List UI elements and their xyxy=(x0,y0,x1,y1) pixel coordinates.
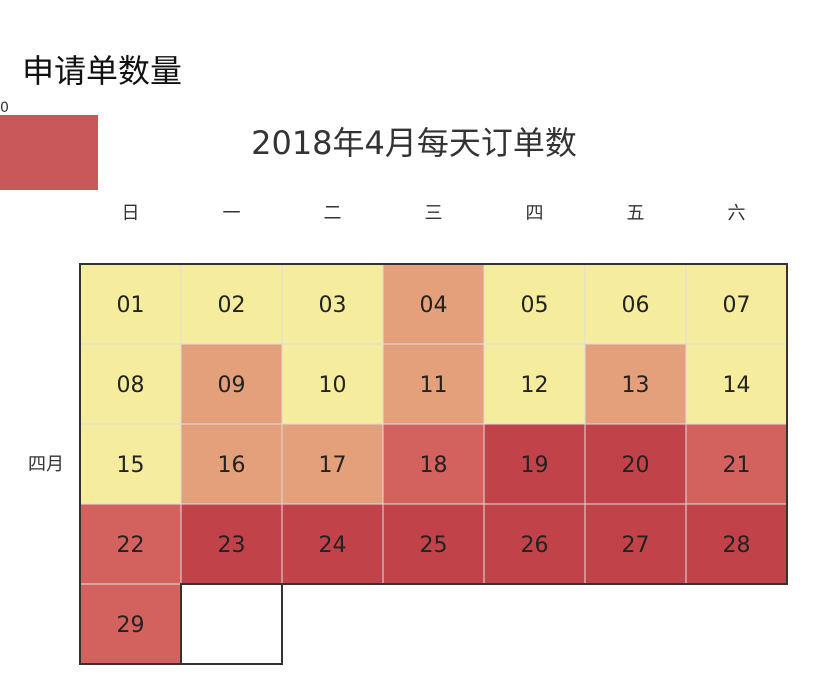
day-label: 06 xyxy=(622,293,650,318)
day-cell[interactable] xyxy=(281,343,384,425)
day-label: 14 xyxy=(723,373,751,398)
day-cell[interactable] xyxy=(180,503,283,585)
day-cell[interactable] xyxy=(79,503,182,585)
day-label: 24 xyxy=(319,533,347,558)
legend-min-label: 0 xyxy=(0,100,9,116)
day-label: 23 xyxy=(218,533,246,558)
chart-title: 2018年4月每天订单数 xyxy=(251,124,577,162)
day-cell[interactable] xyxy=(685,503,788,585)
day-label: 13 xyxy=(622,373,650,398)
day-cell[interactable] xyxy=(382,423,485,505)
weekday-label: 一 xyxy=(223,203,241,224)
day-label: 05 xyxy=(521,293,549,318)
day-cell[interactable] xyxy=(685,263,788,345)
day-cell[interactable] xyxy=(483,503,586,585)
weekday-label: 三 xyxy=(425,203,443,224)
day-cell[interactable] xyxy=(483,343,586,425)
calendar-outline xyxy=(79,263,788,665)
day-label: 03 xyxy=(319,293,347,318)
day-cell[interactable] xyxy=(382,263,485,345)
day-label: 18 xyxy=(420,453,448,478)
empty-day-cell xyxy=(180,583,283,665)
visual-map-legend-swatch[interactable] xyxy=(0,115,98,190)
weekday-label: 二 xyxy=(324,203,342,224)
day-label: 17 xyxy=(319,453,347,478)
day-label: 16 xyxy=(218,453,246,478)
day-label: 12 xyxy=(521,373,549,398)
day-label: 25 xyxy=(420,533,448,558)
day-label: 07 xyxy=(723,293,751,318)
day-label: 21 xyxy=(723,453,751,478)
day-label: 26 xyxy=(521,533,549,558)
month-label: 四月 xyxy=(28,454,64,475)
day-cell[interactable] xyxy=(281,503,384,585)
day-cell[interactable] xyxy=(483,263,586,345)
day-label: 10 xyxy=(319,373,347,398)
day-label: 01 xyxy=(117,293,145,318)
day-label: 04 xyxy=(420,293,448,318)
day-label: 27 xyxy=(622,533,650,558)
day-cell[interactable] xyxy=(180,343,283,425)
day-label: 22 xyxy=(117,533,145,558)
day-label: 15 xyxy=(117,453,145,478)
day-label: 09 xyxy=(218,373,246,398)
day-cell[interactable] xyxy=(584,503,687,585)
day-cell[interactable] xyxy=(281,423,384,505)
page-title: 申请单数量 xyxy=(22,52,183,90)
day-label: 19 xyxy=(521,453,549,478)
day-cells: 01 02 03 04 05 06 07 08 09 10 11 12 13 14 15 16 17 18 19 20… xyxy=(79,263,788,665)
day-cell[interactable] xyxy=(584,423,687,505)
day-cell[interactable] xyxy=(483,423,586,505)
day-label: 29 xyxy=(117,613,145,638)
weekday-label: 六 xyxy=(728,203,746,224)
weekday-label: 四 xyxy=(526,203,544,224)
day-cell[interactable] xyxy=(79,343,182,425)
day-label: 02 xyxy=(218,293,246,318)
day-cell[interactable] xyxy=(584,343,687,425)
day-cell[interactable] xyxy=(180,423,283,505)
weekday-label: 五 xyxy=(627,203,645,224)
day-label: 08 xyxy=(117,373,145,398)
day-label: 11 xyxy=(420,373,448,398)
day-cell[interactable] xyxy=(382,343,485,425)
weekday-labels: 日一二三四五六 xyxy=(122,203,746,224)
weekday-label: 日 xyxy=(122,203,140,224)
day-label: 28 xyxy=(723,533,751,558)
day-cell[interactable] xyxy=(685,343,788,425)
day-label: 20 xyxy=(622,453,650,478)
